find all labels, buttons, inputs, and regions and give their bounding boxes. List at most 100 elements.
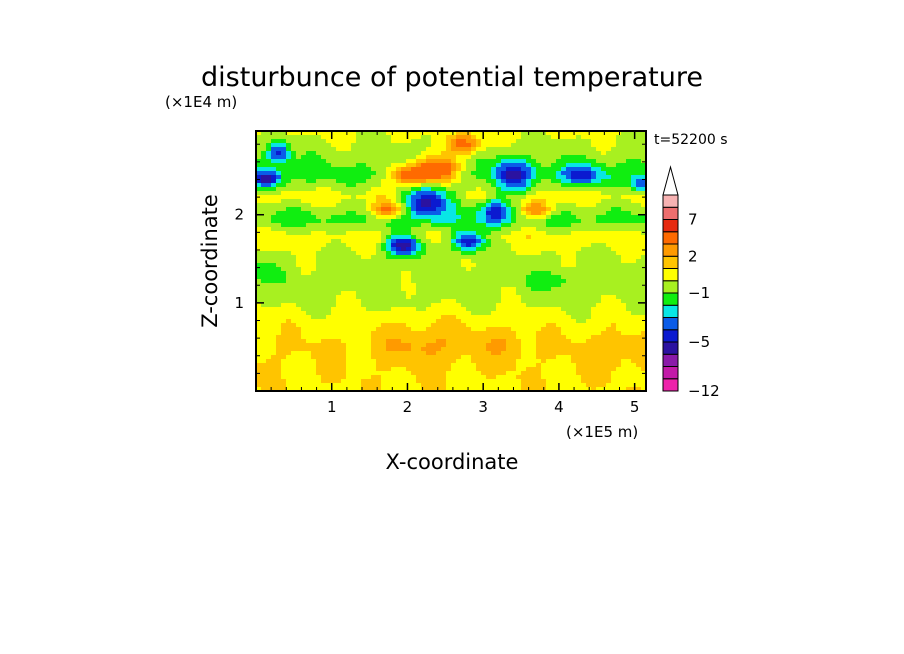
field-cell <box>566 147 572 152</box>
field-cell <box>361 227 367 232</box>
field-cell <box>306 243 312 248</box>
field-cell <box>606 307 612 312</box>
field-cell <box>376 247 382 252</box>
field-cell <box>336 299 342 304</box>
field-cell <box>346 383 352 388</box>
field-cell <box>306 375 312 380</box>
field-cell <box>526 303 532 308</box>
field-cell <box>576 243 582 248</box>
field-cell <box>371 263 377 268</box>
field-cell <box>601 267 607 272</box>
field-cell <box>386 183 392 188</box>
field-cell <box>496 379 502 384</box>
field-cell <box>341 363 347 368</box>
field-cell <box>266 167 272 172</box>
field-cell <box>486 303 492 308</box>
field-cell <box>341 175 347 180</box>
field-cell <box>516 131 522 136</box>
field-cell <box>406 227 412 232</box>
field-cell <box>466 243 472 248</box>
field-cell <box>426 183 432 188</box>
field-cell <box>256 367 262 372</box>
field-cell <box>411 163 417 168</box>
field-cell <box>376 303 382 308</box>
field-cell <box>266 251 272 256</box>
field-cell <box>456 315 462 320</box>
field-cell <box>546 275 552 280</box>
field-cell <box>426 351 432 356</box>
field-cell <box>276 187 282 192</box>
field-cell <box>416 315 422 320</box>
field-cell <box>381 163 387 168</box>
field-cell <box>306 143 312 148</box>
field-cell <box>421 299 427 304</box>
field-cell <box>566 211 572 216</box>
field-cell <box>471 379 477 384</box>
field-cell <box>336 259 342 264</box>
field-cell <box>606 131 612 136</box>
field-cell <box>486 275 492 280</box>
field-cell <box>496 327 502 332</box>
field-cell <box>321 311 327 316</box>
field-cell <box>451 159 457 164</box>
field-cell <box>371 139 377 144</box>
field-cell <box>436 279 442 284</box>
field-cell <box>261 211 267 216</box>
field-cell <box>316 175 322 180</box>
field-cell <box>316 263 322 268</box>
field-cell <box>386 335 392 340</box>
field-cell <box>396 255 402 260</box>
field-cell <box>596 159 602 164</box>
field-cell <box>386 271 392 276</box>
field-cell <box>446 199 452 204</box>
field-cell <box>516 135 522 140</box>
field-cell <box>341 259 347 264</box>
field-cell <box>366 275 372 280</box>
field-cell <box>511 195 517 200</box>
field-cell <box>586 135 592 140</box>
field-cell <box>516 371 522 376</box>
field-cell <box>281 147 287 152</box>
field-cell <box>616 143 622 148</box>
field-cell <box>441 339 447 344</box>
field-cell <box>296 311 302 316</box>
field-cell <box>616 219 622 224</box>
field-cell <box>281 179 287 184</box>
field-cell <box>626 327 632 332</box>
field-cell <box>461 167 467 172</box>
field-cell <box>281 151 287 156</box>
field-cell <box>336 219 342 224</box>
field-cell <box>596 227 602 232</box>
field-cell <box>256 147 262 152</box>
field-cell <box>601 283 607 288</box>
field-cell <box>381 263 387 268</box>
field-cell <box>316 235 322 240</box>
field-cell <box>426 171 432 176</box>
field-cell <box>611 159 617 164</box>
field-cell <box>376 183 382 188</box>
field-cell <box>501 223 507 228</box>
field-cell <box>491 215 497 220</box>
field-cell <box>596 211 602 216</box>
field-cell <box>531 291 537 296</box>
field-cell <box>481 351 487 356</box>
field-cell <box>486 179 492 184</box>
field-cell <box>436 323 442 328</box>
field-cell <box>636 363 642 368</box>
field-cell <box>531 163 537 168</box>
field-cell <box>606 267 612 272</box>
field-cell <box>431 351 437 356</box>
field-cell <box>521 383 527 388</box>
field-cell <box>641 347 646 352</box>
field-cell <box>311 363 317 368</box>
field-cell <box>606 299 612 304</box>
field-cell <box>286 171 292 176</box>
field-cell <box>401 143 407 148</box>
field-cell <box>356 243 362 248</box>
field-cell <box>301 239 307 244</box>
field-cell <box>371 267 377 272</box>
field-cell <box>541 275 547 280</box>
field-cell <box>536 139 542 144</box>
field-cell <box>376 347 382 352</box>
